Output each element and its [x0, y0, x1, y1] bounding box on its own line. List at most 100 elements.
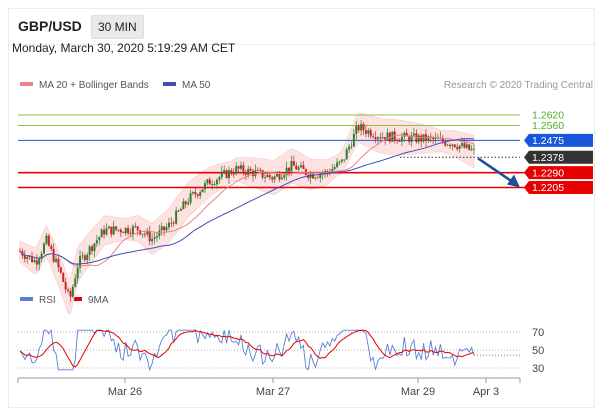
candle-body [160, 226, 163, 231]
candle-body [444, 141, 447, 146]
candle-body [239, 165, 242, 169]
candle-body [463, 143, 466, 148]
candle-body [103, 229, 106, 235]
candle-body [95, 240, 98, 244]
candle-body [28, 255, 31, 257]
candle-body [179, 209, 182, 211]
candle-body [196, 194, 199, 196]
candle-body [31, 255, 34, 262]
ma20-swatch [20, 82, 33, 87]
candle-body [460, 143, 463, 146]
candle-body [268, 175, 271, 178]
candle-body [119, 229, 122, 233]
x-tick-label-0: Mar 26 [108, 386, 142, 398]
candle-body [177, 210, 180, 212]
candle-body [292, 161, 295, 166]
candle-body [100, 229, 103, 238]
candle-body [151, 238, 154, 242]
rsi-tick-label-1: 50 [532, 345, 544, 357]
candle-body [67, 289, 70, 291]
candle-body [376, 137, 379, 140]
candle-body [45, 235, 48, 244]
candle-body [242, 165, 245, 173]
candle-body [47, 235, 50, 246]
timeframe-button[interactable]: 30 MIN [91, 15, 144, 39]
legend-ma20: MA 20 + Bollinger Bands [20, 80, 149, 91]
chart-widget: GBP/USD 30 MIN [8, 8, 596, 408]
ma50-swatch [163, 82, 176, 87]
candle-body [232, 173, 235, 175]
timestamp: Monday, March 30, 2020 5:19:29 AM CET [12, 41, 236, 55]
chart-header: GBP/USD 30 MIN [9, 9, 596, 45]
candle-body [199, 192, 202, 196]
candle-body [252, 170, 255, 177]
level-tag-4 [524, 166, 593, 180]
candle-body [203, 183, 206, 190]
candle-body [345, 149, 348, 160]
candle-body [420, 135, 423, 142]
candle-body [201, 189, 204, 193]
candle-body [155, 236, 158, 238]
candle-body [127, 227, 130, 234]
x-axis: Mar 26 Mar 27 Mar 29 Apr 3 [17, 377, 521, 398]
legend-ma20-label: MA 20 + Bollinger Bands [39, 80, 149, 91]
candle-body [187, 202, 190, 205]
arrow-shaft [477, 157, 513, 183]
candle-body [410, 135, 413, 142]
candle-body [244, 172, 247, 175]
candle-body [290, 161, 293, 172]
rsi-ma9-line [19, 329, 474, 368]
candle-body [249, 168, 252, 171]
candle-body [400, 136, 403, 142]
candle-body [384, 137, 387, 141]
level-label-1: 1.2560 [532, 120, 564, 132]
candle-body [362, 124, 365, 131]
candle-body [33, 260, 36, 262]
rsi-tick-label-0: 70 [532, 327, 544, 339]
moving-averages [19, 134, 475, 267]
candle-body [158, 230, 161, 237]
candle-body [374, 137, 377, 140]
candle-body [340, 159, 343, 162]
candle-body [333, 167, 336, 170]
candle-body [403, 132, 406, 137]
candle-body [259, 169, 262, 171]
candle-body [264, 177, 267, 178]
candle-body [211, 184, 214, 186]
candle-body [110, 226, 113, 235]
level-lines [18, 114, 525, 189]
candle-body [237, 166, 240, 169]
forecast-arrow [477, 157, 520, 188]
candle-body [312, 174, 315, 179]
candle-body [143, 233, 146, 235]
candle-body [206, 179, 209, 184]
candle-body [364, 130, 367, 134]
candle-body [446, 144, 449, 146]
candle-body [64, 281, 67, 290]
candle-body [23, 255, 26, 259]
candle-body [256, 169, 259, 171]
candle-body [112, 226, 115, 235]
candle-body [386, 132, 389, 141]
candle-body [57, 258, 60, 268]
candle-body [412, 133, 415, 136]
level-label-5: 1.2205 [532, 182, 564, 194]
candle-body [360, 124, 363, 131]
candle-body [165, 227, 168, 231]
candle-body [93, 243, 96, 252]
candle-body [381, 137, 384, 139]
rsi-panel: 70 50 30 [18, 327, 544, 375]
candle-body [247, 168, 250, 175]
candle-body [115, 226, 118, 230]
candle-body [316, 177, 319, 179]
candle-body [441, 137, 444, 142]
candle-body [297, 167, 300, 170]
candle-body [136, 226, 139, 231]
candle-body [76, 267, 79, 279]
candle-body [98, 237, 101, 241]
candle-body [134, 226, 137, 228]
candle-body [300, 165, 303, 168]
candle-body [288, 167, 291, 172]
candle-body [148, 231, 151, 242]
